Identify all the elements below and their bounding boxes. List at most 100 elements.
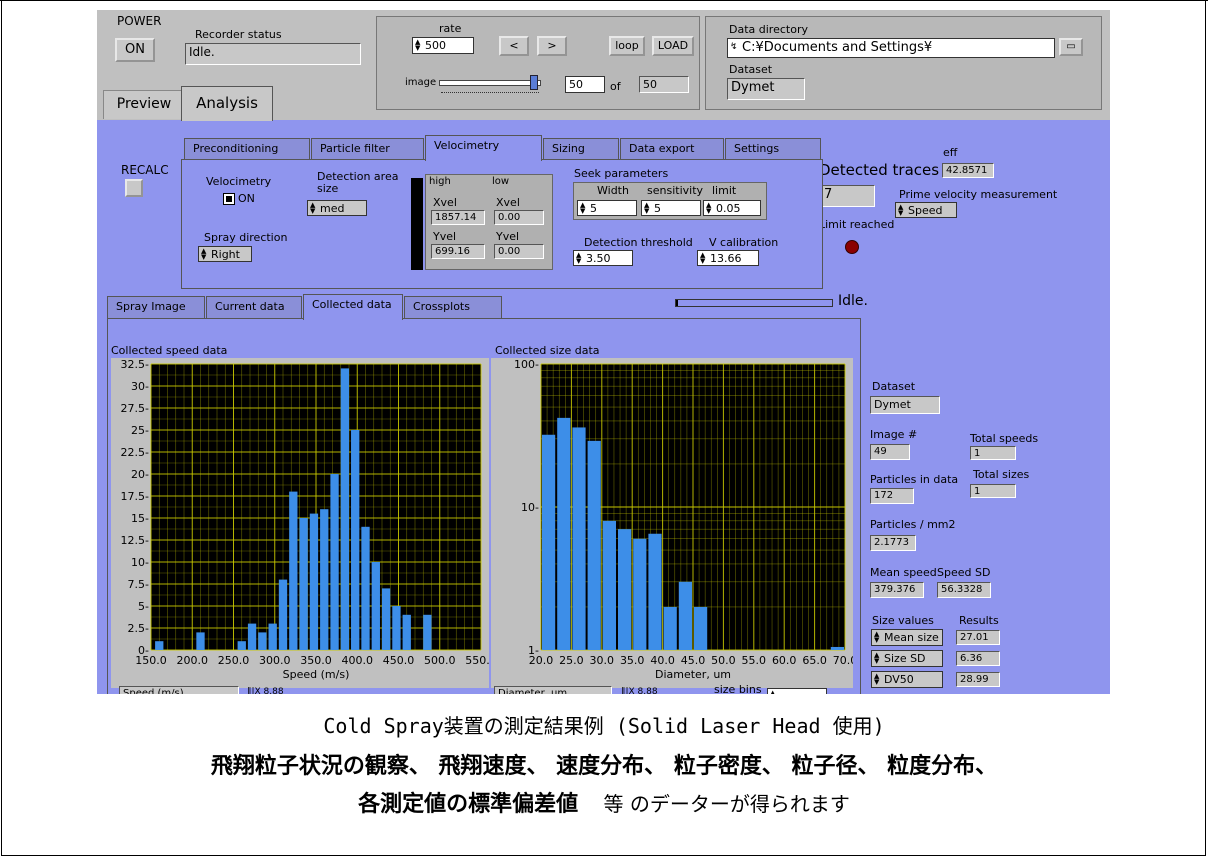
histogram-bar: [830, 646, 844, 650]
seek-sensitivity-input[interactable]: ▲ ▼ 5: [641, 200, 701, 216]
spray-direction-select[interactable]: ▲ ▼ Right: [198, 246, 252, 262]
speed-scale-icon[interactable]: ‖|X 8.88: [247, 687, 284, 694]
rp-dataset-label: Dataset: [872, 380, 916, 393]
rp-dataset-value: Dymet: [870, 396, 940, 414]
size-value-result-2: 6.36: [956, 651, 1000, 666]
tab-crossplots[interactable]: Crossplots: [404, 296, 502, 318]
tab-analysis[interactable]: Analysis: [181, 86, 273, 121]
rp-size-values-label: Size values: [872, 614, 934, 627]
rp-particles-value: 172: [870, 488, 914, 504]
detection-threshold-input[interactable]: ▲ ▼ 3.50: [573, 250, 633, 266]
histogram-bar: [587, 440, 601, 650]
rp-image-label: Image #: [870, 428, 918, 441]
tab-collected-data[interactable]: Collected data: [303, 294, 403, 320]
x-tick-label: 300.0: [259, 654, 291, 667]
data-directory-label: Data directory: [729, 23, 808, 36]
x-tick-label: 350.0: [300, 654, 332, 667]
x-axis-label: Speed (m/s): [283, 668, 350, 681]
tab-preconditioning[interactable]: Preconditioning: [184, 138, 310, 160]
size-value-name-2: Size SD: [884, 652, 926, 665]
progress-bar: [675, 299, 833, 307]
xvel-low-label: Xvel: [496, 196, 520, 209]
x-tick-label: 20.0: [529, 654, 554, 667]
tab-particle-filter[interactable]: Particle filter: [311, 138, 424, 160]
page-top-rule: [0, 0, 1208, 1]
histogram-bar: [237, 641, 246, 650]
size-scale-icon[interactable]: ‖|X 8.88: [621, 687, 658, 694]
tab-data-export[interactable]: Data export: [620, 138, 724, 160]
rate-input[interactable]: ▲ ▼ 500: [412, 37, 474, 54]
detection-area-select[interactable]: ▲ ▼ med: [307, 200, 367, 216]
histogram-bar: [402, 614, 411, 650]
tab-sizing[interactable]: Sizing: [543, 138, 619, 160]
x-tick-label: 550.0: [465, 654, 489, 667]
image-slider[interactable]: [437, 74, 545, 96]
seek-limit-value: 0.05: [716, 202, 741, 215]
histogram-bar: [694, 606, 708, 650]
size-value-select-2[interactable]: ▲ ▼ Size SD: [871, 650, 943, 667]
histogram-bar: [392, 606, 401, 650]
x-tick-label: 150.0: [135, 654, 167, 667]
limit-reached-led: [845, 240, 859, 254]
histogram-bar: [351, 430, 360, 650]
next-button[interactable]: >: [537, 36, 567, 56]
image-slider-track: [439, 80, 541, 86]
size-value-select-3[interactable]: ▲ ▼ DV50: [871, 671, 943, 688]
seek-width-input[interactable]: ▲ ▼ 5: [577, 200, 637, 216]
x-tick-label: 200.0: [177, 654, 209, 667]
rp-mean-speed-label: Mean speed: [870, 566, 937, 579]
yvel-low-value: 0.00: [494, 244, 544, 259]
histogram-bar: [663, 606, 677, 650]
size-histogram: 100- 10- 1-20.0 25.0 30.0 35.0 40.0 45.0 50.0 55.…: [491, 358, 853, 688]
tab-current-data[interactable]: Current data: [206, 296, 302, 318]
recalc-button[interactable]: [125, 179, 143, 197]
tab-velocimetry[interactable]: Velocimetry: [425, 135, 542, 161]
y-tick-label: 10-: [131, 556, 149, 569]
y-tick-label: 7.5-: [128, 578, 149, 591]
tab-settings[interactable]: Settings: [725, 138, 821, 160]
load-button[interactable]: LOAD: [652, 36, 694, 56]
seek-parameters-label: Seek parameters: [574, 167, 669, 180]
dataset-top-label: Dataset: [729, 63, 773, 76]
histogram-bar: [361, 526, 370, 650]
image-total-value: 50: [639, 76, 689, 93]
rp-density-label: Particles / mm2: [870, 518, 956, 531]
v-calibration-input[interactable]: ▲ ▼ 13.66: [697, 250, 759, 266]
prime-velocity-select[interactable]: ▲ ▼ Speed: [895, 202, 957, 218]
prev-button[interactable]: <: [499, 36, 529, 56]
histogram-bar: [268, 623, 277, 650]
histogram-bar: [278, 579, 288, 650]
folder-browse-icon[interactable]: ▭: [1059, 38, 1083, 56]
size-bins-input[interactable]: ▲▼: [767, 688, 827, 694]
seek-limit-label: limit: [712, 184, 737, 197]
power-on-button[interactable]: ON: [115, 38, 155, 62]
caption-line-3: 各測定値の標準偏差値 等 のデーターが得られます: [0, 786, 1208, 818]
rate-label: rate: [439, 22, 462, 35]
status-text: Idle.: [838, 293, 868, 309]
velocimetry-on-checkbox[interactable]: [223, 193, 235, 205]
detection-area-value: med: [320, 202, 345, 215]
y-tick-label: 1-: [528, 644, 539, 657]
speed-chart-title: Collected speed data: [111, 344, 228, 357]
image-current-input[interactable]: 50: [565, 76, 605, 93]
size-value-select-1[interactable]: ▲ ▼ Mean size: [871, 629, 943, 646]
xvel-low-value: 0.00: [494, 210, 544, 225]
seek-limit-input[interactable]: ▲ ▼ 0.05: [703, 200, 761, 216]
histogram-bar: [320, 509, 329, 650]
v-calibration-label: V calibration: [709, 236, 779, 249]
size-chart-title: Collected size data: [495, 344, 600, 357]
rp-mean-speed-value: 379.376: [870, 582, 924, 598]
y-tick-label: 17.5-: [121, 490, 149, 503]
recorder-status-value: Idle.: [185, 43, 361, 65]
x-tick-label: 25.0: [559, 654, 584, 667]
caption-line-3-bold: 各測定値の標準偏差値: [358, 792, 579, 817]
rp-particles-label: Particles in data: [870, 473, 959, 486]
image-slider-thumb[interactable]: [530, 75, 539, 90]
y-tick-label: 5-: [138, 600, 149, 613]
loop-button[interactable]: loop: [609, 36, 645, 56]
data-directory-input[interactable]: ↯ C:¥Documents and Settings¥: [727, 38, 1055, 58]
tab-spray-image[interactable]: Spray Image: [107, 296, 205, 318]
histogram-bar: [381, 588, 391, 650]
tab-preview[interactable]: Preview: [103, 90, 185, 119]
